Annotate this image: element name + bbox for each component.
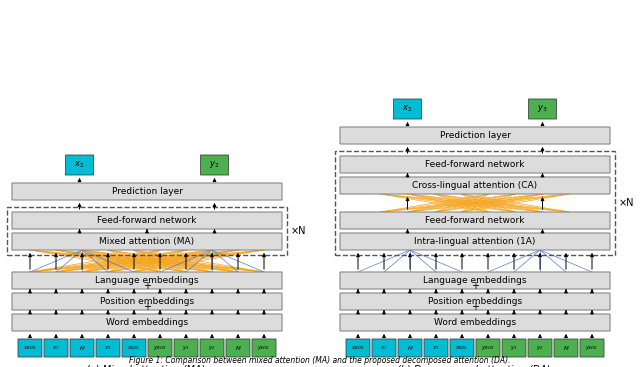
FancyBboxPatch shape <box>12 183 282 200</box>
FancyBboxPatch shape <box>372 339 396 357</box>
FancyBboxPatch shape <box>96 339 120 357</box>
Text: $x_{EOS}$: $x_{EOS}$ <box>127 344 141 352</box>
Text: +: + <box>143 302 151 312</box>
Text: (a) Mixed attention (MA).: (a) Mixed attention (MA). <box>86 365 208 367</box>
FancyBboxPatch shape <box>12 293 282 310</box>
FancyBboxPatch shape <box>340 212 610 229</box>
Text: $y_{EOS}$: $y_{EOS}$ <box>586 344 598 352</box>
Text: $y_1$: $y_1$ <box>182 344 189 352</box>
Text: $y_1$: $y_1$ <box>510 344 518 352</box>
Text: Language embeddings: Language embeddings <box>95 276 199 285</box>
Text: Figure 1: Comparison between mixed attention (MA) and the proposed decomposed at: Figure 1: Comparison between mixed atten… <box>129 356 511 365</box>
FancyBboxPatch shape <box>44 339 68 357</box>
Text: +: + <box>471 281 479 291</box>
Text: $y_3$: $y_3$ <box>537 103 548 115</box>
FancyBboxPatch shape <box>174 339 198 357</box>
Text: $x_{BOS}$: $x_{BOS}$ <box>351 344 365 352</box>
Text: ×N: ×N <box>619 198 634 208</box>
Text: $x_{BOS}$: $x_{BOS}$ <box>23 344 36 352</box>
Text: $M$: $M$ <box>563 344 570 352</box>
Text: $y_{BOS}$: $y_{BOS}$ <box>154 344 166 352</box>
FancyBboxPatch shape <box>529 99 557 119</box>
Text: $y_2$: $y_2$ <box>536 344 544 352</box>
FancyBboxPatch shape <box>12 272 282 289</box>
Text: $y_{BOS}$: $y_{BOS}$ <box>481 344 495 352</box>
FancyBboxPatch shape <box>502 339 526 357</box>
FancyBboxPatch shape <box>476 339 500 357</box>
FancyBboxPatch shape <box>12 212 282 229</box>
Text: $x_2$: $x_2$ <box>74 160 84 170</box>
Text: +: + <box>143 281 151 291</box>
Text: $x_1$: $x_1$ <box>52 344 60 352</box>
Text: Intra-lingual attention (1A): Intra-lingual attention (1A) <box>414 237 536 246</box>
FancyBboxPatch shape <box>148 339 172 357</box>
FancyBboxPatch shape <box>65 155 93 175</box>
Text: Prediction layer: Prediction layer <box>111 187 182 196</box>
Text: Position embeddings: Position embeddings <box>100 297 194 306</box>
Text: Language embeddings: Language embeddings <box>423 276 527 285</box>
Text: Cross-lingual attention (CA): Cross-lingual attention (CA) <box>412 181 538 190</box>
FancyBboxPatch shape <box>340 156 610 173</box>
FancyBboxPatch shape <box>70 339 94 357</box>
FancyBboxPatch shape <box>340 314 610 331</box>
FancyBboxPatch shape <box>394 99 422 119</box>
Text: ×N: ×N <box>291 226 307 236</box>
FancyBboxPatch shape <box>200 155 228 175</box>
FancyBboxPatch shape <box>528 339 552 357</box>
Text: $x_{EOS}$: $x_{EOS}$ <box>456 344 468 352</box>
Bar <box>335 151 615 255</box>
Bar <box>7 207 287 255</box>
FancyBboxPatch shape <box>18 339 42 357</box>
Text: $M$: $M$ <box>406 344 413 352</box>
FancyBboxPatch shape <box>450 339 474 357</box>
FancyBboxPatch shape <box>554 339 578 357</box>
Text: $y_{EOS}$: $y_{EOS}$ <box>257 344 271 352</box>
Text: Word embeddings: Word embeddings <box>434 318 516 327</box>
Text: Feed-forward network: Feed-forward network <box>426 216 525 225</box>
FancyBboxPatch shape <box>340 293 610 310</box>
FancyBboxPatch shape <box>580 339 604 357</box>
FancyBboxPatch shape <box>346 339 370 357</box>
Text: $y_2$: $y_2$ <box>209 160 220 171</box>
FancyBboxPatch shape <box>340 233 610 250</box>
Text: $M$: $M$ <box>79 344 85 352</box>
FancyBboxPatch shape <box>340 177 610 194</box>
Text: $x_3$: $x_3$ <box>432 344 440 352</box>
FancyBboxPatch shape <box>424 339 448 357</box>
Text: Mixed attention (MA): Mixed attention (MA) <box>99 237 195 246</box>
Text: $x_1$: $x_1$ <box>380 344 388 352</box>
FancyBboxPatch shape <box>12 233 282 250</box>
FancyBboxPatch shape <box>200 339 224 357</box>
FancyBboxPatch shape <box>340 127 610 144</box>
Text: (b) Decomposed attention (DA).: (b) Decomposed attention (DA). <box>397 365 553 367</box>
Text: $M$: $M$ <box>235 344 241 352</box>
Text: $y_2$: $y_2$ <box>208 344 216 352</box>
Text: $x_3$: $x_3$ <box>104 344 112 352</box>
Text: Feed-forward network: Feed-forward network <box>426 160 525 169</box>
Text: +: + <box>471 302 479 312</box>
FancyBboxPatch shape <box>340 272 610 289</box>
Text: Word embeddings: Word embeddings <box>106 318 188 327</box>
FancyBboxPatch shape <box>398 339 422 357</box>
Text: $x_2$: $x_2$ <box>403 104 413 114</box>
FancyBboxPatch shape <box>252 339 276 357</box>
FancyBboxPatch shape <box>122 339 146 357</box>
Text: Prediction layer: Prediction layer <box>440 131 511 140</box>
FancyBboxPatch shape <box>226 339 250 357</box>
FancyBboxPatch shape <box>12 314 282 331</box>
Text: Feed-forward network: Feed-forward network <box>97 216 196 225</box>
Text: Position embeddings: Position embeddings <box>428 297 522 306</box>
